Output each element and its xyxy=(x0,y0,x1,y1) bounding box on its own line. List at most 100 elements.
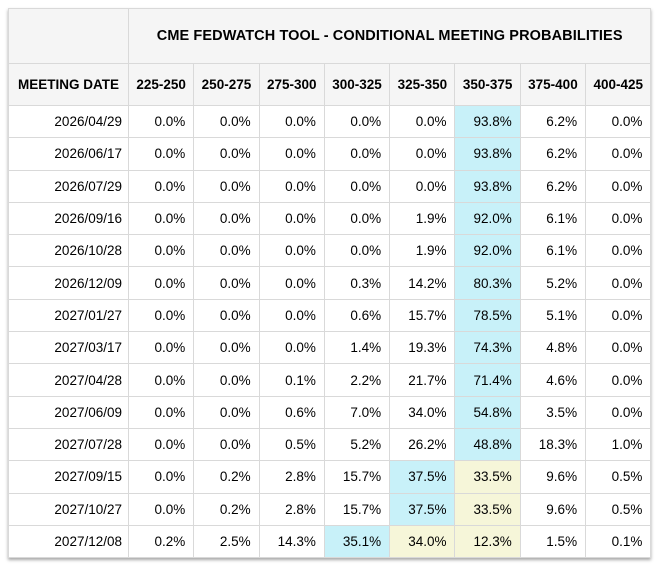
meeting-date-cell: 2026/07/29 xyxy=(8,169,129,203)
meeting-date-cell: 2026/04/29 xyxy=(8,104,129,139)
probability-cell: 0.0% xyxy=(585,169,652,203)
probability-cell: 6.2% xyxy=(519,137,587,171)
probability-cell: 0.0% xyxy=(193,395,260,429)
probability-cell: 0.0% xyxy=(258,266,325,300)
probability-cell: 0.0% xyxy=(193,201,260,236)
corner-cell xyxy=(8,8,129,64)
meeting-date-cell: 2027/12/08 xyxy=(8,524,129,559)
column-header-row: MEETING DATE 225-250 250-275 275-300 300… xyxy=(8,63,652,106)
probability-cell: 1.4% xyxy=(323,331,391,365)
probability-cell: 0.0% xyxy=(258,201,325,236)
probability-cell: 0.0% xyxy=(585,395,652,429)
table-row: 2026/07/29 0.0% 0.0% 0.0% 0.0% 0.0% 93.8… xyxy=(8,169,652,203)
table-row: 2026/04/29 0.0% 0.0% 0.0% 0.0% 0.0% 93.8… xyxy=(8,104,652,139)
meeting-date-cell: 2026/12/09 xyxy=(8,266,129,300)
rate-column-header-325-350: 325-350 xyxy=(389,63,456,106)
probability-cell: 0.0% xyxy=(193,137,260,171)
table-row: 2026/09/16 0.0% 0.0% 0.0% 0.0% 1.9% 92.0… xyxy=(8,201,652,236)
probability-cell: 33.5% xyxy=(454,492,521,526)
probability-cell: 0.0% xyxy=(127,395,195,429)
probability-cell: 2.8% xyxy=(258,492,325,526)
meeting-date-cell: 2027/01/27 xyxy=(8,298,129,333)
probability-cell: 6.1% xyxy=(519,201,587,236)
probability-cell: 2.5% xyxy=(193,524,260,559)
probability-cell: 0.0% xyxy=(127,201,195,236)
probability-cell: 74.3% xyxy=(454,331,521,365)
probability-cell: 14.2% xyxy=(389,266,456,300)
probability-cell: 0.0% xyxy=(193,104,260,139)
probability-cell: 0.0% xyxy=(193,298,260,333)
probability-cell: 0.0% xyxy=(323,104,391,139)
probability-cell: 54.8% xyxy=(454,395,521,429)
meeting-date-cell: 2027/03/17 xyxy=(8,331,129,365)
probability-cell: 9.6% xyxy=(519,492,587,526)
meeting-date-cell: 2027/09/15 xyxy=(8,460,129,494)
probability-cell: 34.0% xyxy=(389,395,456,429)
table-row: 2027/09/15 0.0% 0.2% 2.8% 15.7% 37.5% 33… xyxy=(8,460,652,494)
meeting-date-cell: 2027/06/09 xyxy=(8,395,129,429)
probability-cell: 0.0% xyxy=(258,104,325,139)
meeting-date-cell: 2026/09/16 xyxy=(8,201,129,236)
probability-cell: 0.0% xyxy=(127,266,195,300)
probability-cell: 0.0% xyxy=(127,298,195,333)
probability-cell: 80.3% xyxy=(454,266,521,300)
table-row: 2027/04/28 0.0% 0.0% 0.1% 2.2% 21.7% 71.… xyxy=(8,363,652,397)
probability-cell: 37.5% xyxy=(389,460,456,494)
probability-cell: 0.0% xyxy=(258,298,325,333)
rate-column-header-250-275: 250-275 xyxy=(193,63,260,106)
probability-cell: 0.0% xyxy=(323,137,391,171)
table-row: 2027/03/17 0.0% 0.0% 0.0% 1.4% 19.3% 74.… xyxy=(8,331,652,365)
probability-cell: 0.0% xyxy=(258,234,325,268)
probability-cell: 0.0% xyxy=(127,169,195,203)
probability-cell: 0.0% xyxy=(323,234,391,268)
probability-cell: 0.0% xyxy=(389,104,456,139)
probability-cell: 93.8% xyxy=(454,137,521,171)
probability-cell: 5.1% xyxy=(519,298,587,333)
probability-cell: 78.5% xyxy=(454,298,521,333)
probability-cell: 7.0% xyxy=(323,395,391,429)
probability-cell: 5.2% xyxy=(519,266,587,300)
meeting-date-column-header: MEETING DATE xyxy=(8,63,129,106)
probability-cell: 0.0% xyxy=(127,234,195,268)
rate-column-header-350-375: 350-375 xyxy=(454,63,521,106)
probability-cell: 0.5% xyxy=(585,460,652,494)
probability-cell: 0.6% xyxy=(323,298,391,333)
probability-cell: 1.5% xyxy=(519,524,587,559)
probability-cell: 0.2% xyxy=(127,524,195,559)
meeting-date-cell: 2027/10/27 xyxy=(8,492,129,526)
probability-cell: 0.0% xyxy=(127,492,195,526)
probability-cell: 37.5% xyxy=(389,492,456,526)
table-row: 2027/01/27 0.0% 0.0% 0.0% 0.6% 15.7% 78.… xyxy=(8,298,652,333)
probability-cell: 0.0% xyxy=(127,331,195,365)
probability-cell: 0.0% xyxy=(193,234,260,268)
probability-cell: 0.0% xyxy=(193,266,260,300)
probability-cell: 0.0% xyxy=(193,331,260,365)
probability-cell: 9.6% xyxy=(519,460,587,494)
probability-cell: 71.4% xyxy=(454,363,521,397)
probability-cell: 0.6% xyxy=(258,395,325,429)
probability-cell: 0.0% xyxy=(127,363,195,397)
probability-cell: 15.7% xyxy=(389,298,456,333)
probability-cell: 15.7% xyxy=(323,460,391,494)
probability-cell: 4.6% xyxy=(519,363,587,397)
rate-column-header-375-400: 375-400 xyxy=(519,63,587,106)
probability-cell: 19.3% xyxy=(389,331,456,365)
probability-cell: 12.3% xyxy=(454,524,521,559)
table-row: 2027/12/08 0.2% 2.5% 14.3% 35.1% 34.0% 1… xyxy=(8,524,652,559)
probability-cell: 0.5% xyxy=(585,492,652,526)
probability-cell: 0.0% xyxy=(323,201,391,236)
probability-cell: 21.7% xyxy=(389,363,456,397)
title-row: CME FEDWATCH TOOL - CONDITIONAL MEETING … xyxy=(8,8,652,64)
probability-cell: 0.0% xyxy=(389,137,456,171)
table-row: 2027/10/27 0.0% 0.2% 2.8% 15.7% 37.5% 33… xyxy=(8,492,652,526)
probability-cell: 33.5% xyxy=(454,460,521,494)
probability-cell: 6.2% xyxy=(519,104,587,139)
probability-cell: 15.7% xyxy=(323,492,391,526)
table-row: 2026/10/28 0.0% 0.0% 0.0% 0.0% 1.9% 92.0… xyxy=(8,234,652,268)
probability-cell: 0.0% xyxy=(258,169,325,203)
probability-cell: 34.0% xyxy=(389,524,456,559)
table-row: 2027/07/28 0.0% 0.0% 0.5% 5.2% 26.2% 48.… xyxy=(8,427,652,462)
probability-cell: 3.5% xyxy=(519,395,587,429)
probability-cell: 2.8% xyxy=(258,460,325,494)
table-title: CME FEDWATCH TOOL - CONDITIONAL MEETING … xyxy=(127,8,652,64)
